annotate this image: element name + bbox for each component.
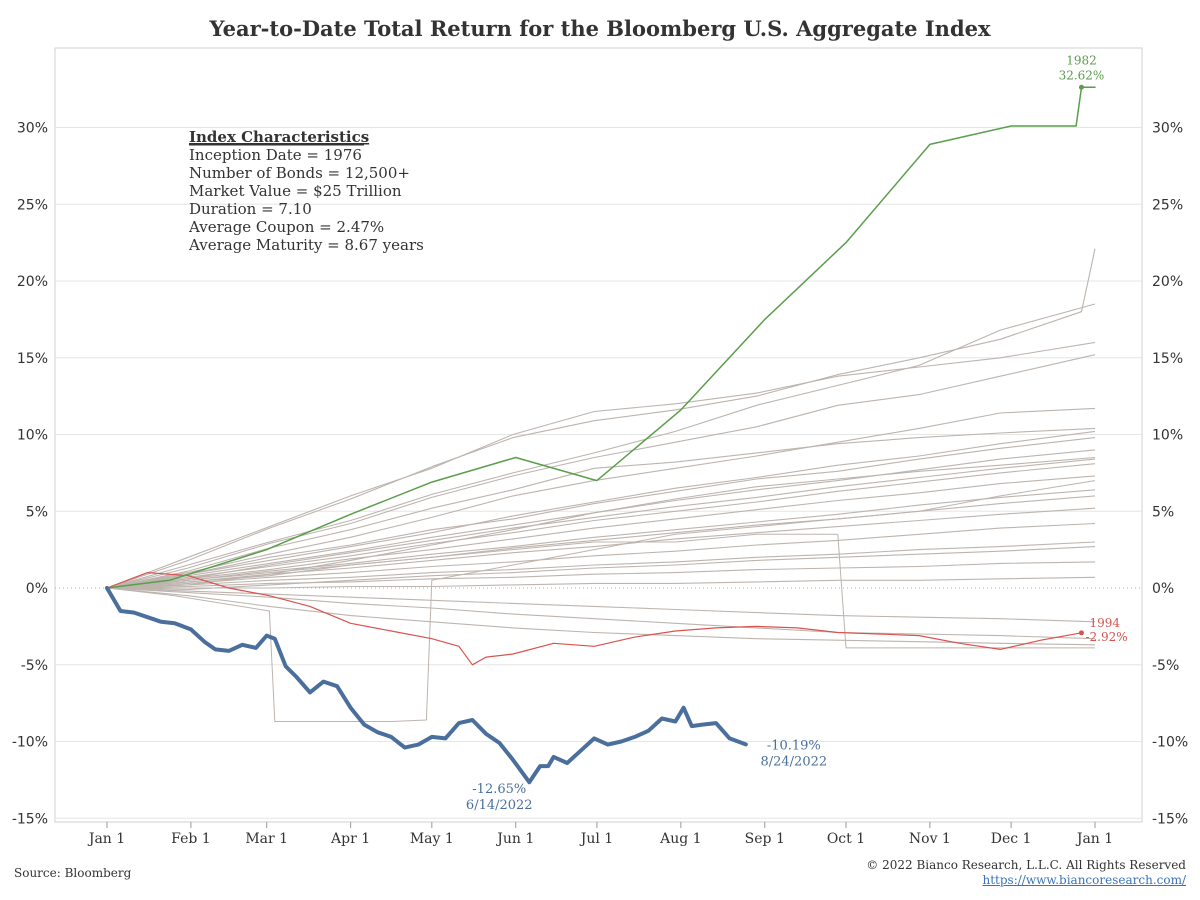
series-line-2022 [105, 586, 748, 785]
x-tick-label: Mar 1 [245, 831, 288, 847]
y-tick-label-left: 30% [17, 121, 48, 137]
series-line-other-year [106, 541, 1096, 589]
y-tick-label-right: -5% [1152, 658, 1179, 674]
series-line-1982 [106, 86, 1096, 589]
series-line-other-year [106, 456, 1096, 589]
series-line-other-year [106, 489, 1096, 589]
x-tick-label: Jul 1 [579, 831, 613, 847]
x-tick-label: May 1 [410, 831, 454, 847]
series-line-other-year [106, 475, 1096, 589]
y-tick-label-right: -10% [1152, 735, 1188, 751]
website-link[interactable]: https://www.biancoresearch.com/ [982, 873, 1186, 887]
marker-1994 [1078, 630, 1084, 636]
series-line-other-year [106, 587, 1096, 623]
x-tick-label: Jun 1 [495, 831, 534, 847]
y-tick-label-left: -5% [21, 658, 48, 674]
info-box-line: Average Coupon = 2.47% [188, 218, 384, 236]
series-line-other-year [106, 522, 1096, 589]
label-1982-year: 1982 [1066, 53, 1097, 67]
y-tick-label-left: 5% [26, 504, 48, 520]
y-tick-label-right: 0% [1152, 581, 1174, 597]
axes: 30% 30% 25% 25% 20% 20% 15% 15% 10% 10% 5% 5% 0% 0% -5… [12, 121, 1188, 848]
series-line-other-year [106, 354, 1096, 589]
y-tick-label-left: 10% [17, 428, 48, 444]
y-tick-label-right: 25% [1152, 197, 1183, 213]
source-note: Source: Bloomberg [14, 866, 132, 880]
y-tick-label-left: -10% [12, 735, 48, 751]
y-tick-label-right: 20% [1152, 274, 1183, 290]
label-2022-end-value: -10.19% [767, 738, 821, 753]
series-line-other-year [106, 430, 1096, 589]
series-line-other-year [106, 587, 1096, 646]
info-box-line: Inception Date = 1976 [189, 146, 362, 164]
info-box-title: Index Characteristics [189, 128, 369, 146]
label-1994-value: -2.92% [1085, 630, 1127, 644]
gridlines [54, 47, 1143, 823]
x-tick-label: Feb 1 [171, 831, 211, 847]
series-line-1994 [106, 572, 1083, 666]
series-line-other-year [106, 407, 1096, 589]
label-2022-end-date: 8/24/2022 [760, 754, 827, 769]
y-tick-label-right: 15% [1152, 351, 1183, 367]
info-box-line: Average Maturity = 8.67 years [188, 236, 424, 254]
info-box-line: Duration = 7.10 [189, 200, 312, 218]
label-1982-value: 32.62% [1059, 68, 1105, 82]
x-tick-label: Sep 1 [745, 831, 785, 847]
label-2022-low-value: -12.65% [472, 782, 526, 797]
y-tick-label-right: 5% [1152, 504, 1174, 520]
series-line-other-year [106, 480, 1096, 722]
y-tick-label-left: 15% [17, 351, 48, 367]
series-line-other-year [106, 561, 1096, 589]
y-tick-label-left: 25% [17, 197, 48, 213]
series-line-other-year [106, 458, 1096, 589]
label-1994-year: 1994 [1089, 616, 1120, 630]
series-line-other-year [106, 587, 1096, 640]
y-tick-label-left: -15% [12, 811, 48, 827]
x-tick-label: Jan 1 [1075, 831, 1113, 847]
y-tick-label-right: 10% [1152, 428, 1183, 444]
x-tick-label: Nov 1 [909, 831, 951, 847]
label-2022-low-date: 6/14/2022 [466, 798, 533, 813]
x-tick-label: Jan 1 [87, 831, 125, 847]
x-tick-label: Aug 1 [659, 831, 701, 847]
chart-title: Year-to-Date Total Return for the Bloomb… [209, 16, 991, 41]
info-box-line: Number of Bonds = 12,500+ [189, 164, 410, 182]
series-line-other-year [107, 576, 1096, 589]
y-tick-label-left: 0% [26, 581, 48, 597]
series-line-other-year [106, 546, 1096, 591]
info-box-line: Market Value = $25 Trillion [189, 182, 402, 200]
x-tick-label: Oct 1 [827, 831, 865, 847]
y-tick-label-right: 30% [1152, 121, 1183, 137]
series-line-other-year [106, 248, 1096, 589]
series-line-other-year [106, 341, 1096, 589]
series-line-other-year [106, 463, 1096, 589]
series-line-other-year [106, 533, 1095, 649]
x-tick-label: Apr 1 [330, 831, 370, 847]
series-line-other-year [106, 303, 1096, 589]
copyright-note: © 2022 Bianco Research, L.L.C. All Right… [866, 858, 1186, 872]
y-tick-label-left: 20% [17, 274, 48, 290]
series-lines [105, 86, 1096, 785]
x-tick-label: Dec 1 [991, 831, 1032, 847]
series-line-other-year [106, 437, 1096, 589]
marker-1982 [1078, 84, 1084, 90]
y-tick-label-right: -15% [1152, 811, 1188, 827]
